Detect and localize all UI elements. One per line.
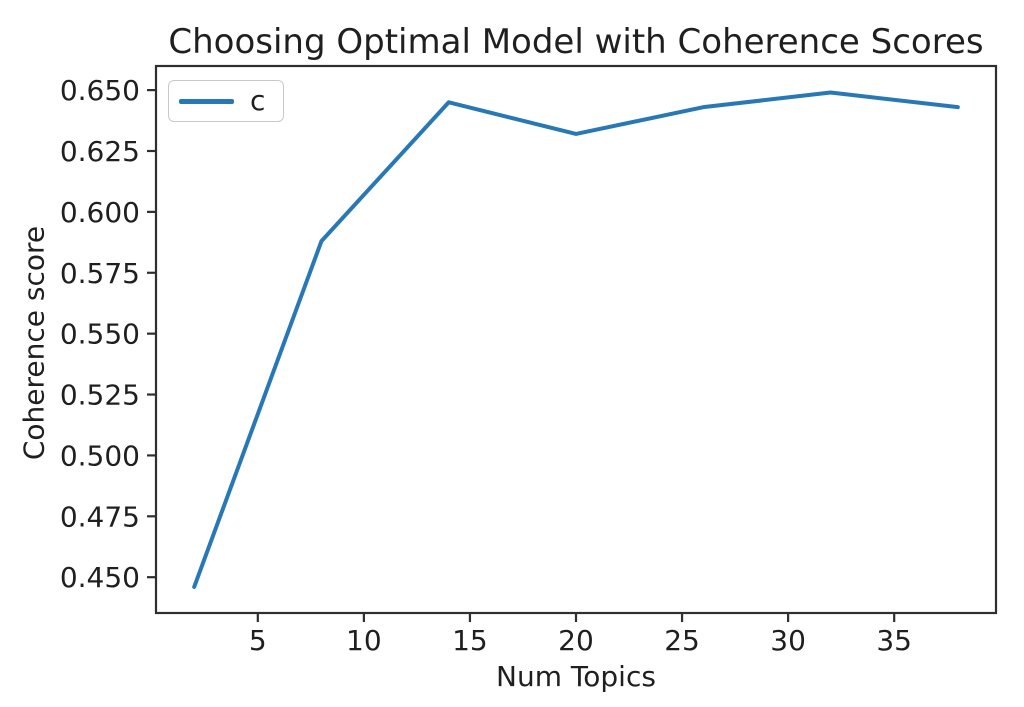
series-line-c <box>192 90 960 589</box>
y-tick-label: 0.525 <box>60 379 140 412</box>
y-axis-label: Coherence score <box>17 225 51 461</box>
y-tick-label: 0.450 <box>60 561 140 594</box>
chart-title: Choosing Optimal Model with Coherence Sc… <box>168 22 984 62</box>
x-tick-label: 35 <box>876 624 912 657</box>
y-tick-label: 0.550 <box>60 318 140 351</box>
x-tick-label: 10 <box>346 624 382 657</box>
x-tick-label: 20 <box>558 624 594 657</box>
plot-frame <box>154 64 998 615</box>
y-tick-label: 0.475 <box>60 500 140 533</box>
x-tick-label: 15 <box>452 624 488 657</box>
x-tick-label: 30 <box>770 624 806 657</box>
x-axis-label: Num Topics <box>496 660 656 693</box>
y-tick-label: 0.500 <box>60 439 140 472</box>
legend-series-label: c <box>250 84 266 117</box>
y-tick-label: 0.650 <box>60 74 140 107</box>
legend-line-swatch <box>179 98 234 104</box>
y-tick-label: 0.625 <box>60 135 140 168</box>
x-tick-label: 25 <box>664 624 700 657</box>
y-tick-label: 0.575 <box>60 257 140 290</box>
legend: c <box>168 80 285 122</box>
x-tick-label: 5 <box>249 624 267 657</box>
y-tick-label: 0.600 <box>60 196 140 229</box>
